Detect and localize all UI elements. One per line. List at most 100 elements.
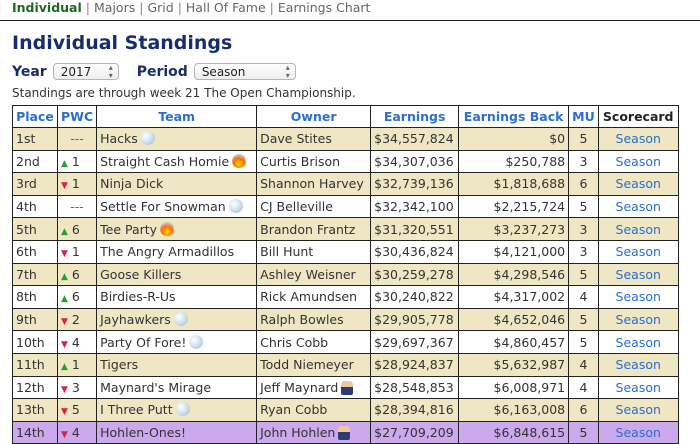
scorecard-season-link[interactable]: Season bbox=[615, 289, 661, 305]
cell-place: 13th bbox=[12, 398, 58, 422]
header-scorecard: Scorecard bbox=[597, 105, 679, 128]
team-name: Straight Cash Homie bbox=[100, 153, 230, 169]
cell-scorecard: Season bbox=[597, 307, 679, 332]
cell-pwc: ▼ 1 bbox=[56, 239, 98, 264]
scorecard-season-link[interactable]: Season bbox=[615, 425, 661, 441]
cell-mu: 6 bbox=[568, 398, 599, 422]
owner-name: Shannon Harvey bbox=[260, 176, 364, 192]
pwc-value: 2 bbox=[71, 312, 80, 328]
pwc-value: 1 bbox=[71, 244, 80, 260]
cell-place: 1st bbox=[12, 127, 58, 151]
cell-owner: Curtis Brison bbox=[256, 149, 372, 174]
period-select[interactable]: Season ▴ ▾ bbox=[193, 63, 296, 80]
cell-mu: 4 bbox=[568, 352, 599, 377]
scorecard-season-link[interactable]: Season bbox=[615, 153, 661, 169]
cell-pwc: ▲ 6 bbox=[56, 262, 98, 287]
golf-ball-icon bbox=[189, 334, 204, 349]
cell-owner: John Hohlen bbox=[256, 420, 372, 444]
year-select[interactable]: 2017 ▴ ▾ bbox=[52, 62, 119, 80]
table-row: 12th ▼ 3 Maynard's Mirage Jeff Maynard $28,54… bbox=[12, 375, 679, 400]
up-arrow-icon: ▲ bbox=[61, 294, 68, 305]
header-earnings[interactable]: Earnings bbox=[370, 105, 460, 128]
cell-scorecard: Season bbox=[597, 375, 679, 400]
golf-ball-icon bbox=[173, 312, 188, 327]
nav-majors[interactable]: Majors bbox=[94, 0, 136, 15]
scorecard-season-link[interactable]: Season bbox=[615, 176, 661, 192]
cell-mu: 4 bbox=[568, 285, 599, 309]
cell-owner: Jeff Maynard bbox=[256, 375, 372, 400]
cell-mu: 5 bbox=[568, 420, 599, 444]
cell-earnings: $29,905,778 bbox=[370, 307, 460, 332]
owner-name: Ralph Bowles bbox=[260, 312, 344, 328]
up-arrow-icon: ▲ bbox=[61, 362, 68, 373]
team-name: Hohlen-Ones! bbox=[100, 425, 187, 441]
nav-separator: | bbox=[177, 0, 182, 15]
divider bbox=[0, 20, 700, 21]
cell-place: 3rd bbox=[12, 172, 58, 196]
header-earnings-back[interactable]: Earnings Back bbox=[458, 105, 570, 128]
cell-earnings-back: $0 bbox=[458, 127, 570, 151]
up-arrow-icon: ▲ bbox=[61, 158, 68, 169]
header-place[interactable]: Place bbox=[12, 105, 58, 128]
cell-earnings-back: $1,818,688 bbox=[458, 172, 570, 196]
team-name: Party Of Fore! bbox=[100, 334, 187, 350]
header-owner[interactable]: Owner bbox=[256, 105, 372, 128]
cell-team: Goose Killers bbox=[96, 262, 258, 287]
cell-scorecard: Season bbox=[597, 352, 679, 377]
cell-earnings: $32,342,100 bbox=[370, 194, 460, 219]
cell-earnings-back: $3,237,273 bbox=[458, 217, 570, 241]
cell-owner: Bill Hunt bbox=[256, 239, 372, 264]
scorecard-season-link[interactable]: Season bbox=[615, 312, 661, 328]
table-row: 10th ▼ 4 Party Of Fore! Chris Cobb $29,697,36… bbox=[12, 330, 679, 354]
pwc-value: 4 bbox=[71, 334, 80, 350]
scorecard-season-link[interactable]: Season bbox=[615, 266, 661, 282]
cell-team: The Angry Armadillos bbox=[96, 239, 258, 264]
top-nav: Individual | Majors | Grid | Hall Of Fame | Earn… bbox=[12, 0, 370, 16]
cell-earnings-back: $250,788 bbox=[458, 149, 570, 174]
owner-name: Jeff Maynard bbox=[260, 379, 339, 395]
table-row: 1st --- Hacks Dave Stites $34,557,824 $0 5 Seas… bbox=[12, 127, 679, 151]
cell-earnings: $29,697,367 bbox=[370, 330, 460, 354]
scorecard-season-link[interactable]: Season bbox=[615, 244, 661, 260]
nav-individual[interactable]: Individual bbox=[12, 0, 82, 15]
header-team[interactable]: Team bbox=[96, 105, 258, 128]
page-title: Individual Standings bbox=[12, 32, 233, 54]
owner-name: Chris Cobb bbox=[260, 334, 329, 350]
cell-owner: Shannon Harvey bbox=[256, 172, 372, 196]
scorecard-season-link[interactable]: Season bbox=[615, 221, 661, 237]
cell-owner: Todd Niemeyer bbox=[256, 352, 372, 377]
cell-place: 10th bbox=[12, 330, 58, 354]
scorecard-season-link[interactable]: Season bbox=[615, 199, 661, 215]
cell-mu: 5 bbox=[568, 127, 599, 151]
header-mu[interactable]: MU bbox=[568, 105, 599, 128]
scorecard-season-link[interactable]: Season bbox=[615, 334, 661, 350]
table-row: 9th ▼ 2 Jayhawkers Ralph Bowles $29,905,778 $4… bbox=[12, 307, 679, 332]
table-body: 1st --- Hacks Dave Stites $34,557,824 $0 5 Seas… bbox=[12, 127, 679, 444]
header-pwc[interactable]: PWC bbox=[56, 105, 98, 128]
fire-icon bbox=[232, 153, 247, 168]
cell-earnings: $34,557,824 bbox=[370, 127, 460, 151]
table-row: 6th ▼ 1 The Angry Armadillos Bill Hunt $30,43… bbox=[12, 239, 679, 264]
cell-team: Straight Cash Homie bbox=[96, 149, 258, 174]
cell-place: 14th bbox=[12, 420, 58, 444]
cell-owner: CJ Belleville bbox=[256, 194, 372, 219]
scorecard-season-link[interactable]: Season bbox=[615, 379, 661, 395]
team-name: Goose Killers bbox=[100, 266, 182, 282]
standings-table: Place PWC Team Owner Earnings Earnings B… bbox=[12, 105, 679, 444]
scorecard-season-link[interactable]: Season bbox=[615, 357, 661, 373]
golf-ball-icon bbox=[228, 199, 243, 214]
nav-grid[interactable]: Grid bbox=[147, 0, 174, 15]
cell-place: 7th bbox=[12, 262, 58, 287]
select-arrows-icon: ▴ ▾ bbox=[108, 62, 113, 80]
pwc-value: 6 bbox=[71, 289, 80, 305]
cell-mu: 5 bbox=[568, 330, 599, 354]
scorecard-season-link[interactable]: Season bbox=[615, 131, 661, 147]
cell-mu: 3 bbox=[568, 239, 599, 264]
person-icon bbox=[341, 379, 354, 395]
pwc-value: --- bbox=[70, 199, 84, 215]
cell-team: I Three Putt bbox=[96, 398, 258, 422]
scorecard-season-link[interactable]: Season bbox=[615, 402, 661, 418]
cell-pwc: ▲ 1 bbox=[56, 149, 98, 174]
nav-earnings-chart[interactable]: Earnings Chart bbox=[277, 0, 371, 15]
nav-hall-of-fame[interactable]: Hall Of Fame bbox=[185, 0, 266, 15]
